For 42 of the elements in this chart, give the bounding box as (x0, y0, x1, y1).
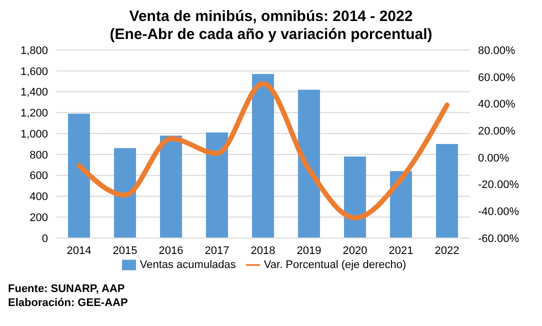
y-tick-label: 1,800 (20, 44, 48, 57)
y-tick-label: 800 (30, 149, 48, 162)
bar (298, 90, 320, 238)
bar (206, 132, 228, 238)
y2-tick-label: 0.00% (478, 152, 510, 164)
bar (160, 136, 182, 238)
y2-tick-label: 20.00% (478, 125, 516, 138)
x-tick-label: 2016 (158, 244, 184, 257)
x-tick-label: 2022 (434, 244, 460, 257)
legend-label: Var. Porcentual (eje derecho) (264, 258, 406, 271)
y-tick-label: 1,000 (20, 128, 48, 140)
x-tick-label: 2020 (342, 244, 368, 257)
text: Elaboración: GEE-AAP (8, 296, 129, 310)
x-tick-label: 2015 (112, 244, 138, 257)
bar (114, 148, 136, 238)
x-tick-label: 2019 (296, 244, 322, 257)
y-tick-label: 200 (30, 212, 48, 224)
y2-tick-label: 80.00% (478, 44, 516, 57)
bar (252, 74, 274, 238)
bar (436, 144, 458, 238)
y-tick-label: 1,400 (20, 86, 48, 99)
chart-title: Venta de minibús, omnibús: 2014 - 2022 (128, 8, 414, 26)
y2-tick-label: -40.00% (478, 206, 520, 218)
x-tick-label: 2014 (66, 244, 92, 257)
y-tick-label: 400 (30, 191, 48, 204)
y2-tick-label: -20.00% (478, 179, 520, 192)
source-note: Fuente: SUNARP, AAP (8, 282, 126, 296)
x-tick-label: 2017 (204, 244, 230, 257)
bar (390, 171, 412, 238)
legend-label: Ventas acumuladas (140, 258, 236, 271)
y2-tick-label: -60.00% (478, 232, 520, 245)
chart-subtitle: (Ene-Abr de cada año y variación porcentual) (108, 26, 434, 44)
bar (344, 156, 366, 238)
x-tick-label: 2018 (250, 244, 276, 257)
y2-tick-label: 60.00% (478, 72, 516, 84)
y-tick-label: 1,200 (20, 108, 48, 120)
y2-tick-label: 40.00% (478, 98, 516, 111)
x-tick-label: 2021 (388, 244, 414, 257)
y-tick-label: 0 (42, 232, 48, 245)
y-tick-label: 1,600 (20, 66, 48, 78)
y-tick-label: 600 (30, 170, 48, 182)
bar (68, 114, 90, 238)
